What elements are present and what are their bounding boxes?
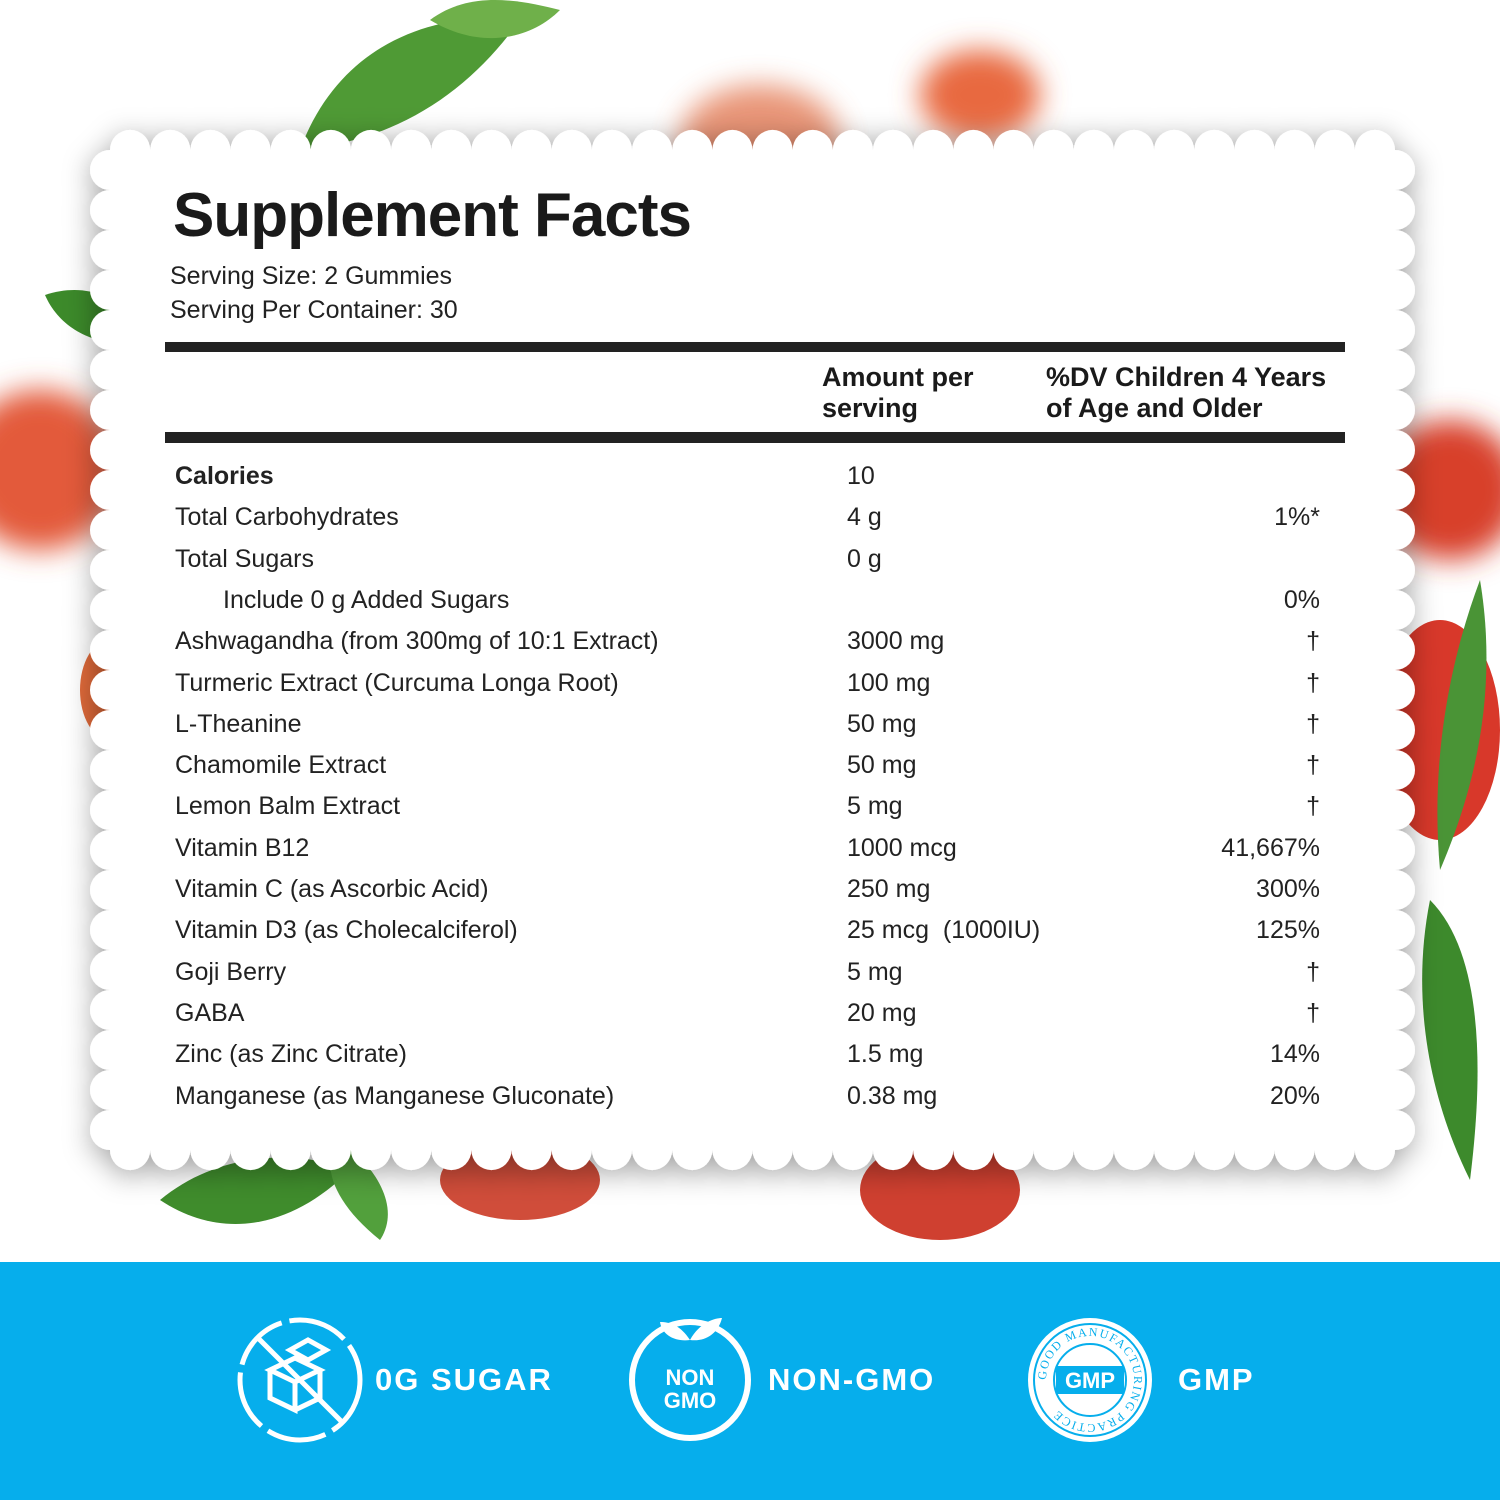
icon-text: GMP: [1065, 1368, 1115, 1393]
daily-value: 300%: [1256, 875, 1320, 903]
badge-label: 0G SUGAR: [375, 1362, 553, 1397]
nutrient-name: Turmeric Extract (Curcuma Longa Root): [175, 668, 619, 697]
daily-value: †: [1306, 627, 1320, 656]
daily-value: 1%*: [1274, 503, 1320, 532]
amount: 10: [847, 462, 875, 490]
amount: 50 mg: [847, 751, 917, 780]
amount: 25 mcg (1000IU): [847, 916, 1041, 945]
servings-per-container: Serving Per Container: 30: [170, 296, 458, 324]
nutrient-name: Ashwagandha (from 300mg of 10:1 Extract): [175, 627, 659, 656]
amount: 0 g: [847, 544, 882, 573]
non-gmo-icon: NON GMO: [629, 1318, 751, 1441]
nutrient-name: Goji Berry: [175, 957, 287, 986]
amount: 0.38 mg: [847, 1081, 938, 1110]
amount: 20 mg: [847, 998, 917, 1027]
nutrient-name: Vitamin C (as Ascorbic Acid): [175, 875, 489, 903]
rule: [165, 342, 1345, 352]
daily-value: 14%: [1269, 1040, 1320, 1069]
amount: 5 mg: [847, 792, 903, 821]
daily-value: †: [1306, 709, 1320, 738]
daily-value: †: [1306, 792, 1320, 821]
daily-value: †: [1306, 998, 1320, 1027]
rule: [165, 432, 1345, 443]
daily-value: 20%: [1269, 1081, 1320, 1110]
nutrient-name: Vitamin D3 (as Cholecalciferol): [175, 916, 518, 945]
sugar-icon: [237, 1317, 363, 1443]
icon-text: GMO: [664, 1388, 717, 1413]
serving-size: Serving Size: 2 Gummies: [170, 262, 453, 290]
nutrient-name: Total Sugars: [175, 544, 314, 573]
nutrient-name: Manganese (as Manganese Gluconate): [175, 1081, 615, 1110]
amount: 100 mg: [847, 668, 931, 697]
nutrient-name: Vitamin B12: [175, 833, 310, 862]
amount: 3000 mg: [847, 627, 945, 656]
amount: 50 mg: [847, 709, 917, 738]
amount: 1000 mcg: [847, 833, 957, 862]
daily-value: †: [1306, 751, 1320, 780]
amount: 1.5 mg: [847, 1040, 924, 1069]
daily-value: †: [1306, 957, 1320, 986]
nutrient-name: Zinc (as Zinc Citrate): [175, 1040, 407, 1069]
icon-text: NON: [666, 1365, 715, 1390]
nutrient-name: Lemon Balm Extract: [175, 792, 401, 821]
amount: 4 g: [847, 503, 882, 532]
nutrient-name: GABA: [175, 998, 245, 1027]
daily-value: 125%: [1256, 916, 1320, 945]
daily-value: 41,667%: [1221, 833, 1320, 862]
gmp-icon: GOOD MANUFACTURING PRACTICE GMP: [1028, 1318, 1152, 1442]
nutrient-name: Calories: [175, 462, 274, 490]
badge-label: GMP: [1178, 1362, 1255, 1397]
column-header: %DV Children 4 Years of Age and Older: [1046, 362, 1327, 423]
nutrient-name: L-Theanine: [175, 709, 302, 738]
badge-label: NON-GMO: [768, 1362, 936, 1397]
nutrient-name: Include 0 g Added Sugars: [223, 585, 510, 614]
column-header: Amount per serving: [822, 362, 974, 423]
amount: 5 mg: [847, 957, 903, 986]
daily-value: †: [1306, 668, 1320, 697]
daily-value: 0%: [1283, 585, 1320, 614]
scalloped-card: [90, 129, 1415, 1171]
amount: 250 mg: [847, 875, 931, 903]
title: Supplement Facts: [173, 181, 692, 250]
nutrient-name: Chamomile Extract: [175, 751, 387, 780]
nutrient-name: Total Carbohydrates: [175, 503, 399, 532]
